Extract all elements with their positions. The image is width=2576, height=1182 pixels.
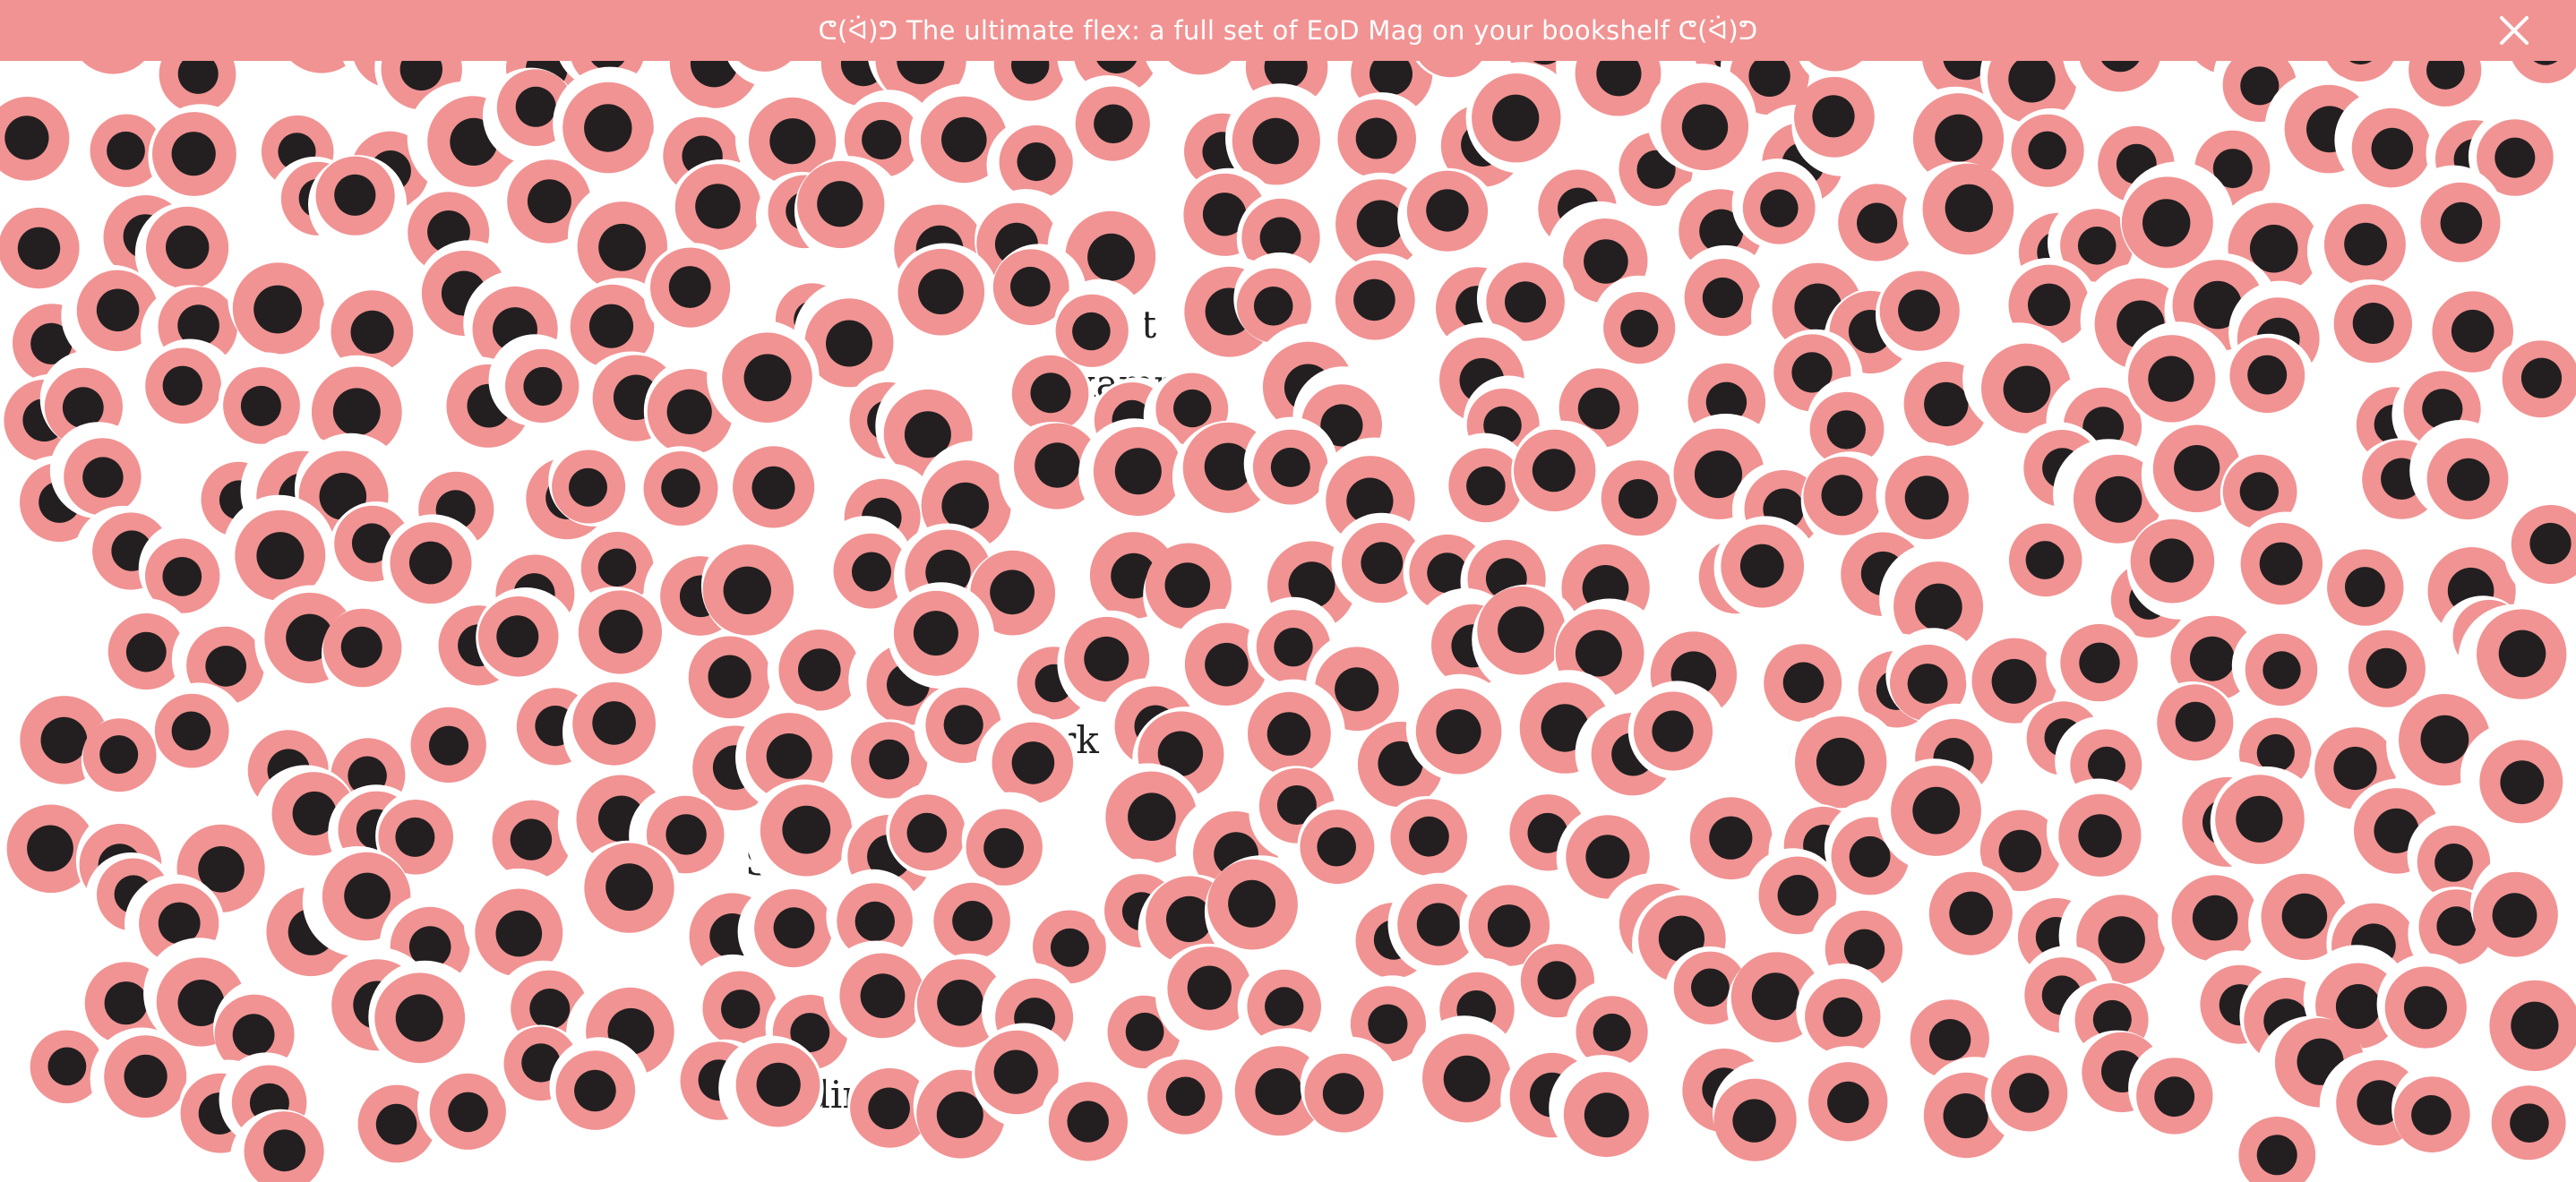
close-icon[interactable]: [2497, 13, 2531, 47]
article-content: ve bject xamp work f Ste ding, radiati: [0, 61, 2576, 1182]
promo-banner-text[interactable]: ᕦ(ᐛ)ᕤ The ultimate flex: a full set of E…: [818, 15, 1758, 46]
text-fragment: ding, radiati: [806, 1073, 1041, 1117]
heading-fragment: ve: [1211, 124, 1259, 169]
text-fragment: xamp: [1075, 362, 1179, 406]
promo-banner[interactable]: ᕦ(ᐛ)ᕤ The ultimate flex: a full set of E…: [0, 0, 2576, 61]
text-fragment: Ste: [745, 840, 809, 884]
text-fragment: bject: [1062, 303, 1157, 347]
text-fragment: work f: [1003, 718, 1125, 762]
